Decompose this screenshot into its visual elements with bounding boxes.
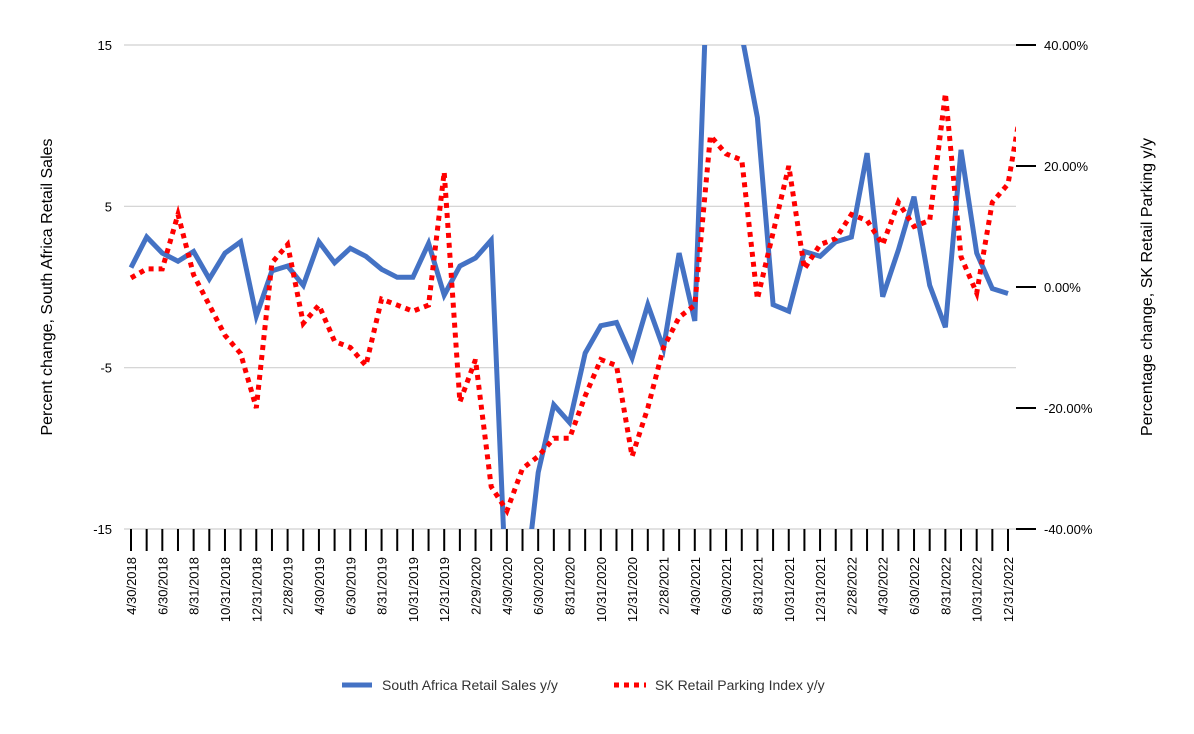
x-tick-label: 10/31/2018	[218, 557, 233, 622]
x-tick-label: 12/31/2022	[1001, 557, 1016, 622]
x-tick-label: 8/31/2019	[375, 557, 390, 615]
x-tick-label: 10/31/2020	[594, 557, 609, 622]
x-tick-label: 4/30/2022	[876, 557, 891, 615]
legend-label-sk-parking: SK Retail Parking Index y/y	[655, 677, 825, 693]
x-tick-label: 8/31/2018	[187, 557, 202, 615]
x-tick-label: 6/30/2021	[719, 557, 734, 615]
series-line-sa-retail	[128, 45, 1009, 529]
x-tick-label: 10/31/2022	[970, 557, 985, 622]
x-tick-label: 8/31/2020	[563, 557, 578, 615]
x-tick-label: 12/31/2018	[249, 557, 264, 622]
series	[128, 45, 1016, 529]
y-tick-label-right: 40.00%	[1044, 38, 1089, 53]
x-tick-label: 4/30/2019	[312, 557, 327, 615]
y-axis-title-right: Percentage change, SK Retail Parking y/y	[1139, 138, 1156, 436]
y-tick-label-right: 20.00%	[1044, 159, 1089, 174]
y-tick-label-left: -15	[93, 522, 112, 537]
y-tick-label-left: -5	[100, 361, 112, 376]
x-tick-label: 6/30/2020	[531, 557, 546, 615]
x-tick-label: 2/28/2021	[656, 557, 671, 615]
x-tick-label: 2/28/2019	[281, 557, 296, 615]
y-tick-label-right: -40.00%	[1044, 522, 1093, 537]
legend-label-sa-retail: South Africa Retail Sales y/y	[382, 677, 558, 693]
x-tick-label: 12/31/2020	[625, 557, 640, 622]
x-tick-label: 6/30/2019	[343, 557, 358, 615]
x-tick-label: 2/28/2022	[844, 557, 859, 615]
y-tick-label-left: 5	[105, 199, 112, 214]
x-tick-label: 4/30/2020	[500, 557, 515, 615]
x-tick-label: 2/29/2020	[469, 557, 484, 615]
x-tick-label: 12/31/2019	[437, 557, 452, 622]
y-tick-label-right: -20.00%	[1044, 401, 1093, 416]
legend: South Africa Retail Sales y/y SK Retail …	[342, 677, 825, 693]
x-tick-label: 10/31/2019	[406, 557, 421, 622]
x-tick-label: 8/31/2022	[938, 557, 953, 615]
x-tick-label: 8/31/2021	[750, 557, 765, 615]
series-line-sk-parking	[129, 93, 1016, 517]
y-tick-label-right: 0.00%	[1044, 280, 1081, 295]
y-axis-title-left: Percent change, South Africa Retail Sale…	[39, 138, 56, 435]
x-tick-label: 6/30/2018	[155, 557, 170, 615]
y-tick-label-left: 15	[98, 38, 112, 53]
x-tick-label: 10/31/2021	[782, 557, 797, 622]
x-tick-label: 4/30/2018	[124, 557, 139, 615]
x-tick-label: 12/31/2021	[813, 557, 828, 622]
axes: 15 5 -5 -15 40.00% 20.00% 0.00% -20.00% -40.00% 4…	[93, 38, 1093, 622]
x-tick-label: 4/30/2021	[688, 557, 703, 615]
x-tick-label: 6/30/2022	[907, 557, 922, 615]
